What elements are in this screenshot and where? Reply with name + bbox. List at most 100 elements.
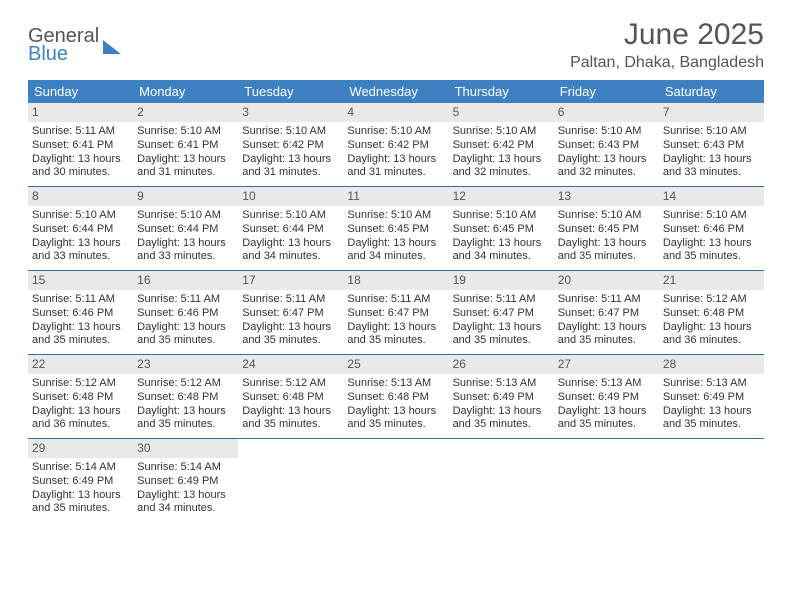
day-cell: 25Sunrise: 5:13 AMSunset: 6:48 PMDayligh…: [343, 355, 448, 438]
daylight-text: Daylight: 13 hours: [663, 321, 760, 335]
day-cell: 7Sunrise: 5:10 AMSunset: 6:43 PMDaylight…: [659, 103, 764, 186]
sunset-text: Sunset: 6:46 PM: [663, 223, 760, 237]
daylight-text: Daylight: 13 hours: [242, 153, 339, 167]
sunrise-text: Sunrise: 5:11 AM: [32, 125, 129, 139]
daylight-text: and 35 minutes.: [558, 250, 655, 264]
daylight-text: Daylight: 13 hours: [137, 237, 234, 251]
sunset-text: Sunset: 6:44 PM: [137, 223, 234, 237]
day-cell: 9Sunrise: 5:10 AMSunset: 6:44 PMDaylight…: [133, 187, 238, 270]
day-cell: 28Sunrise: 5:13 AMSunset: 6:49 PMDayligh…: [659, 355, 764, 438]
day-number: 2: [133, 103, 238, 122]
day-number: 3: [238, 103, 343, 122]
daylight-text: and 35 minutes.: [242, 334, 339, 348]
daylight-text: Daylight: 13 hours: [32, 153, 129, 167]
sunrise-text: Sunrise: 5:10 AM: [558, 209, 655, 223]
sunset-text: Sunset: 6:43 PM: [663, 139, 760, 153]
sunset-text: Sunset: 6:44 PM: [242, 223, 339, 237]
daylight-text: and 33 minutes.: [32, 250, 129, 264]
sunset-text: Sunset: 6:49 PM: [137, 475, 234, 489]
daylight-text: Daylight: 13 hours: [242, 321, 339, 335]
day-number: 25: [343, 355, 448, 374]
daylight-text: Daylight: 13 hours: [32, 237, 129, 251]
week-row: 15Sunrise: 5:11 AMSunset: 6:46 PMDayligh…: [28, 270, 764, 354]
sunrise-text: Sunrise: 5:11 AM: [558, 293, 655, 307]
sunset-text: Sunset: 6:49 PM: [558, 391, 655, 405]
daylight-text: and 34 minutes.: [347, 250, 444, 264]
daylight-text: and 35 minutes.: [32, 334, 129, 348]
daylight-text: and 32 minutes.: [453, 166, 550, 180]
daylight-text: Daylight: 13 hours: [242, 405, 339, 419]
day-number: 26: [449, 355, 554, 374]
sunrise-text: Sunrise: 5:10 AM: [32, 209, 129, 223]
sunrise-text: Sunrise: 5:13 AM: [558, 377, 655, 391]
day-number: 8: [28, 187, 133, 206]
sunrise-text: Sunrise: 5:10 AM: [558, 125, 655, 139]
day-number: 4: [343, 103, 448, 122]
daylight-text: Daylight: 13 hours: [137, 489, 234, 503]
day-header: Monday: [133, 80, 238, 103]
sunset-text: Sunset: 6:44 PM: [32, 223, 129, 237]
day-cell: 27Sunrise: 5:13 AMSunset: 6:49 PMDayligh…: [554, 355, 659, 438]
daylight-text: Daylight: 13 hours: [32, 489, 129, 503]
day-cell: 1Sunrise: 5:11 AMSunset: 6:41 PMDaylight…: [28, 103, 133, 186]
daylight-text: Daylight: 13 hours: [137, 321, 234, 335]
daylight-text: and 32 minutes.: [558, 166, 655, 180]
day-cell: 29Sunrise: 5:14 AMSunset: 6:49 PMDayligh…: [28, 439, 133, 522]
week-row: 22 Sunrise: 5:12 AM Sunset: 6:48 PM Dayligh…: [28, 354, 764, 438]
sunrise-text: Sunrise: 5:13 AM: [663, 377, 760, 391]
sunrise-text: Sunrise: 5:14 AM: [32, 461, 129, 475]
sunrise-text: Sunrise: 5:10 AM: [242, 125, 339, 139]
day-number: 22: [28, 355, 133, 374]
sunset-text: Sunset: 6:47 PM: [242, 307, 339, 321]
day-cell: 4Sunrise: 5:10 AMSunset: 6:42 PMDaylight…: [343, 103, 448, 186]
day-header-row: Sunday Monday Tuesday Wednesday Thursday…: [28, 80, 764, 103]
daylight-text: and 35 minutes.: [453, 334, 550, 348]
sunset-text: Sunset: 6:48 PM: [347, 391, 444, 405]
day-number: 16: [133, 271, 238, 290]
daylight-text: Daylight: 13 hours: [347, 237, 444, 251]
sunrise-text: Sunrise: 5:10 AM: [347, 125, 444, 139]
sunset-text: Sunset: 6:43 PM: [558, 139, 655, 153]
day-header: Sunday: [28, 80, 133, 103]
daylight-text: Daylight: 13 hours: [663, 405, 760, 419]
daylight-text: Daylight: 13 hours: [558, 237, 655, 251]
day-cell: 2Sunrise: 5:10 AMSunset: 6:41 PMDaylight…: [133, 103, 238, 186]
sunrise-text: Sunrise: 5:12 AM: [137, 377, 234, 391]
daylight-text: and 31 minutes.: [137, 166, 234, 180]
day-number: 6: [554, 103, 659, 122]
daylight-text: Daylight: 13 hours: [663, 237, 760, 251]
daylight-text: Daylight: 13 hours: [453, 153, 550, 167]
calendar-grid: Sunday Monday Tuesday Wednesday Thursday…: [28, 80, 764, 522]
day-header: Wednesday: [343, 80, 448, 103]
day-number: 12: [449, 187, 554, 206]
sunset-text: Sunset: 6:41 PM: [137, 139, 234, 153]
daylight-text: and 35 minutes.: [137, 334, 234, 348]
daylight-text: Daylight: 13 hours: [453, 321, 550, 335]
day-number: 29: [28, 439, 133, 458]
daylight-text: and 35 minutes.: [242, 418, 339, 432]
day-cell: 13Sunrise: 5:10 AMSunset: 6:45 PMDayligh…: [554, 187, 659, 270]
daylight-text: and 35 minutes.: [32, 502, 129, 516]
day-cell: 24Sunrise: 5:12 AMSunset: 6:48 PMDayligh…: [238, 355, 343, 438]
day-number: 7: [659, 103, 764, 122]
day-header: Tuesday: [238, 80, 343, 103]
daylight-text: and 35 minutes.: [558, 334, 655, 348]
sunrise-text: Sunrise: 5:11 AM: [453, 293, 550, 307]
daylight-text: Daylight: 13 hours: [242, 237, 339, 251]
sunrise-text: Sunrise: 5:10 AM: [453, 125, 550, 139]
logo-triangle-icon: [103, 40, 121, 54]
sunset-text: Sunset: 6:45 PM: [453, 223, 550, 237]
day-cell: .: [554, 439, 659, 522]
day-number: 15: [28, 271, 133, 290]
sunset-text: Sunset: 6:47 PM: [347, 307, 444, 321]
logo-word-2: Blue: [28, 44, 99, 64]
day-cell: 21Sunrise: 5:12 AMSunset: 6:48 PMDayligh…: [659, 271, 764, 354]
day-cell: 6Sunrise: 5:10 AMSunset: 6:43 PMDaylight…: [554, 103, 659, 186]
daylight-text: and 35 minutes.: [453, 418, 550, 432]
daylight-text: Daylight: 13 hours: [32, 321, 129, 335]
day-cell: .: [343, 439, 448, 522]
sunset-text: Sunset: 6:42 PM: [453, 139, 550, 153]
logo-text: General Blue: [28, 26, 99, 64]
day-header: Saturday: [659, 80, 764, 103]
sunset-text: Sunset: 6:48 PM: [663, 307, 760, 321]
